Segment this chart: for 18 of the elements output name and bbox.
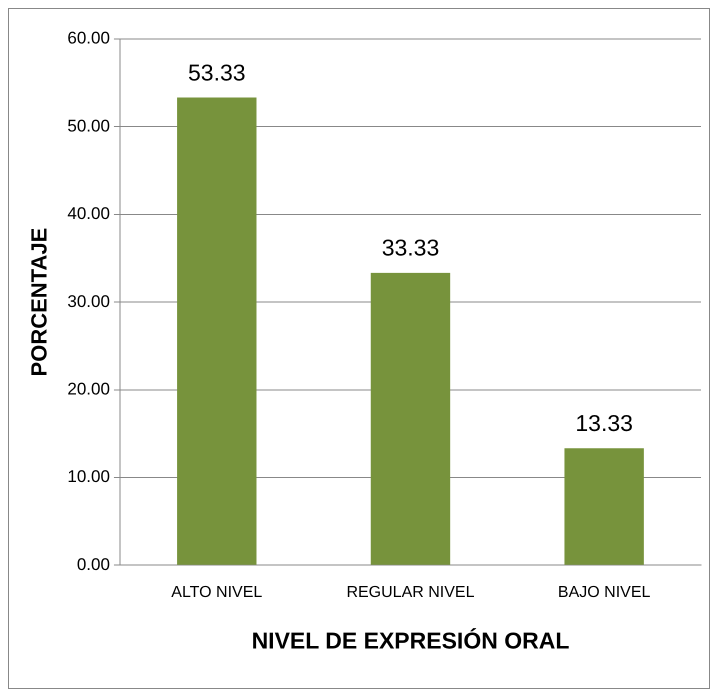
y-tick-label: 30.00 bbox=[67, 292, 110, 311]
data-label: 33.33 bbox=[382, 234, 440, 261]
y-tick-label: 10.00 bbox=[67, 467, 110, 486]
x-tick-label: ALTO NIVEL bbox=[171, 584, 262, 602]
bar bbox=[370, 272, 450, 565]
y-tick-label: 50.00 bbox=[67, 116, 110, 136]
x-tick-label: REGULAR NIVEL bbox=[346, 584, 475, 602]
x-tick-label: BAJO NIVEL bbox=[558, 584, 650, 602]
y-tick-label: 60.00 bbox=[67, 28, 110, 48]
y-tick-label: 20.00 bbox=[67, 379, 110, 398]
x-axis-title: NIVEL DE EXPRESIÓN ORAL bbox=[252, 628, 570, 654]
y-tick-label: 40.00 bbox=[67, 204, 110, 224]
data-label: 53.33 bbox=[188, 59, 246, 86]
y-tick-label: 0.00 bbox=[76, 554, 110, 574]
bar bbox=[564, 448, 644, 565]
y-axis-title: PORCENTAJE bbox=[26, 228, 52, 376]
bar bbox=[177, 97, 256, 565]
data-label: 13.33 bbox=[575, 410, 633, 436]
